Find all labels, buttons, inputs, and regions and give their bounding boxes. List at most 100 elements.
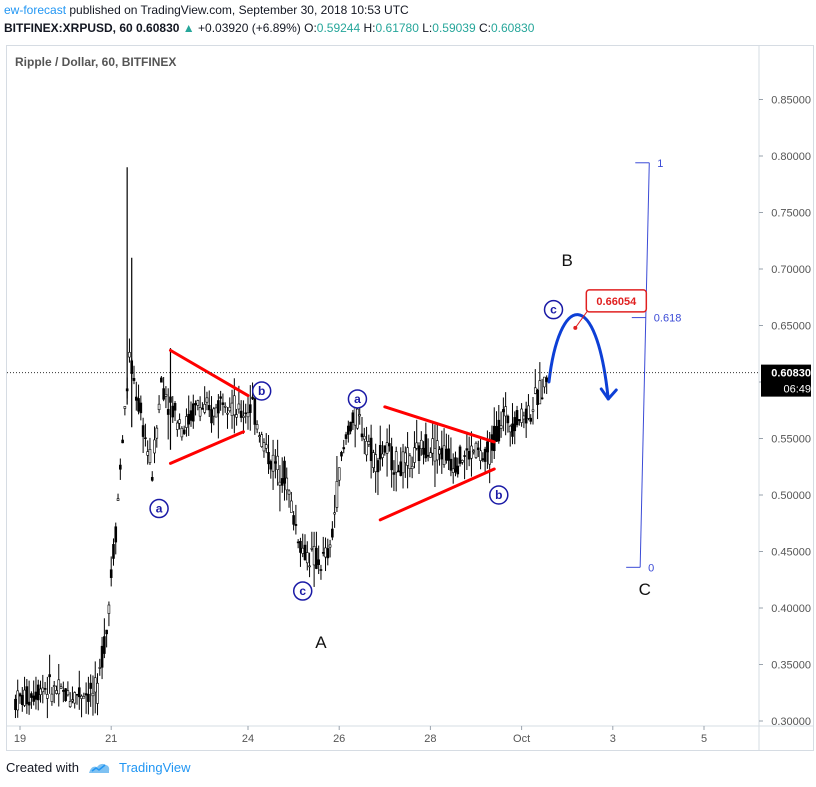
candle-body <box>71 699 74 702</box>
wave-degree-label: C <box>639 580 651 599</box>
tradingview-logo-icon[interactable] <box>87 761 111 775</box>
candle-body <box>431 438 434 454</box>
wave-label-circle[interactable] <box>149 498 169 519</box>
candle-body <box>155 427 159 439</box>
target-dot[interactable] <box>573 325 578 330</box>
candle-body <box>264 444 268 449</box>
trendlines[interactable] <box>168 348 496 522</box>
candle-body <box>381 453 384 458</box>
candle-body <box>401 451 405 474</box>
candle-body <box>340 452 343 457</box>
y-tick-label: 0.45000 <box>771 547 811 559</box>
wedge-trendline[interactable] <box>383 405 496 444</box>
projection-path[interactable] <box>547 313 610 401</box>
candle-body <box>435 440 439 461</box>
candle-body <box>362 436 366 440</box>
candle-body <box>376 460 380 473</box>
tradingview-link[interactable]: TradingView <box>118 760 191 775</box>
publish-line: ew-forecast published on TradingView.com… <box>4 3 409 17</box>
candle-body <box>324 547 327 558</box>
arrow-head-icon[interactable] <box>599 387 618 401</box>
candle-body <box>157 403 161 411</box>
wedge-trendline[interactable] <box>168 348 250 398</box>
price-axis[interactable]: 0.30000 0.35000 0.40000 0.45000 0.50000 0.550… <box>759 95 811 729</box>
candle-body <box>527 405 530 419</box>
candle-body <box>260 434 263 447</box>
wave-label-text: a <box>354 392 361 406</box>
up-arrow-icon: ▲ <box>182 21 195 35</box>
wave-label-text: b <box>495 488 502 502</box>
time-axis[interactable]: 19 21 24 26 28 Oct 3 5 <box>14 726 707 745</box>
candle-body <box>408 455 412 470</box>
candle-body <box>296 541 300 544</box>
candle-body <box>360 433 364 438</box>
candle-body <box>483 448 487 462</box>
candle-body <box>185 416 188 428</box>
candle-body <box>426 454 430 457</box>
candle-body <box>476 447 480 451</box>
candle-body <box>80 695 83 699</box>
candle-body <box>497 419 501 442</box>
candle-body <box>285 477 289 491</box>
close-label: C: <box>479 21 491 35</box>
y-tick-label: 0.65000 <box>771 321 811 333</box>
author-link[interactable]: ew-forecast <box>4 3 67 17</box>
candle-body <box>486 441 489 453</box>
candle-body <box>540 397 544 400</box>
published-text: published on TradingView.com, September … <box>69 3 409 17</box>
candle-body <box>57 679 61 695</box>
candle-body <box>390 446 393 471</box>
candle-body <box>128 352 131 358</box>
candle-body <box>226 412 229 415</box>
candle-body <box>429 452 432 458</box>
target-box[interactable] <box>585 289 648 313</box>
candle-body <box>258 435 261 437</box>
candle-body <box>50 693 54 702</box>
candle-body <box>187 413 191 425</box>
candles <box>14 167 548 719</box>
projection-arrow[interactable] <box>547 313 618 401</box>
candle-body <box>383 445 387 453</box>
candle-body <box>18 693 22 697</box>
candle-body <box>196 400 200 406</box>
wave-labels[interactable]: a b c Aa b c B C <box>149 251 651 652</box>
wave-label-circle[interactable] <box>292 581 313 601</box>
candle-body <box>367 441 371 445</box>
target-pointer[interactable] <box>574 309 589 329</box>
candle-body <box>417 445 421 462</box>
open-label: O: <box>304 21 317 35</box>
candle-body <box>201 408 204 410</box>
candle-body <box>253 398 257 425</box>
candle-body <box>502 409 505 413</box>
candle-body <box>456 465 460 475</box>
wave-label-circle[interactable] <box>347 389 368 409</box>
candle-body <box>235 414 238 418</box>
candle-body <box>504 406 507 417</box>
candle-body <box>91 692 95 697</box>
wave-label-text: c <box>299 584 306 598</box>
candle-body <box>422 447 425 455</box>
candle-body <box>262 442 266 452</box>
candle-body <box>203 404 206 413</box>
candle-body <box>221 402 225 405</box>
wave-label-circle[interactable] <box>251 381 272 401</box>
candle-body <box>39 688 42 695</box>
candle-body <box>134 396 138 401</box>
candle-body <box>378 445 382 460</box>
fib-level-label: 0 <box>648 562 654 574</box>
candle-body <box>116 498 120 501</box>
candle-body <box>404 452 407 464</box>
candle-body <box>176 422 179 430</box>
wedge-trendline[interactable] <box>378 467 496 522</box>
wave-label-circle[interactable] <box>489 485 509 505</box>
candle-body <box>16 690 20 711</box>
candle-body <box>347 425 350 435</box>
fib-diagonal[interactable] <box>639 162 650 568</box>
wave-label-circle[interactable] <box>543 299 564 320</box>
candle-body <box>492 425 496 452</box>
fibonacci-tool[interactable]: 1 0.618 0 <box>626 158 681 575</box>
target-price-badge[interactable]: 0.66054 <box>573 289 648 330</box>
wedge-trendline[interactable] <box>168 430 245 465</box>
